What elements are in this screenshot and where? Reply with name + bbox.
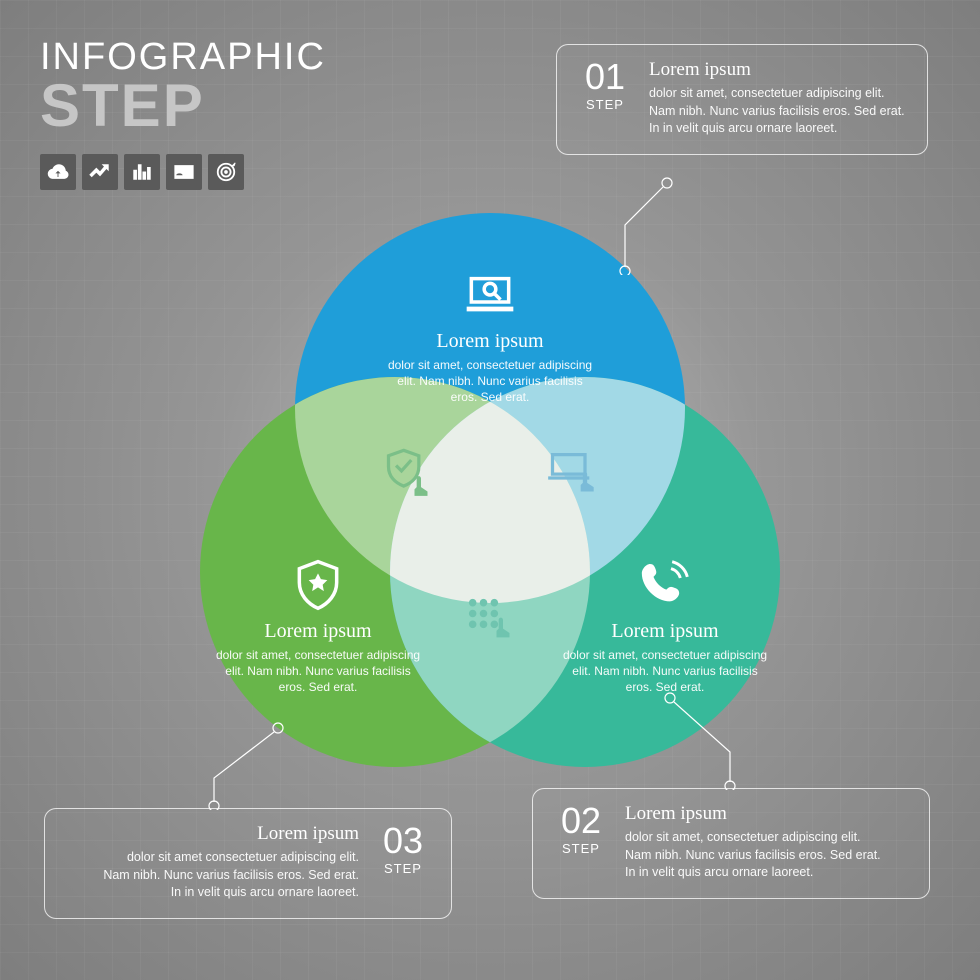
- header: INFOGRAPHIC STEP: [40, 36, 326, 190]
- callout-02-num-col: 02 STEP: [551, 803, 611, 882]
- callout-step-03: 03 STEP Lorem ipsum dolor sit amet conse…: [44, 808, 452, 919]
- callout-01-heading: Lorem ipsum: [649, 59, 909, 81]
- callout-02-number: 02: [551, 803, 611, 839]
- header-icon-row: [40, 154, 326, 190]
- callout-02-text: Lorem ipsum dolor sit amet, consectetuer…: [625, 803, 885, 882]
- callout-01-num-col: 01 STEP: [575, 59, 635, 138]
- growth-chart-icon: [82, 154, 118, 190]
- callout-03-number: 03: [373, 823, 433, 859]
- callout-01-number: 01: [575, 59, 635, 95]
- callout-02-step-word: STEP: [551, 841, 611, 856]
- callout-01-text: Lorem ipsum dolor sit amet, consectetuer…: [649, 59, 909, 138]
- callout-02-heading: Lorem ipsum: [625, 803, 885, 825]
- bar-chart-icon: [124, 154, 160, 190]
- callout-03-body: dolor sit amet consectetuer adipiscing e…: [99, 849, 359, 902]
- target-icon: [208, 154, 244, 190]
- callout-02-body: dolor sit amet, consectetuer adipiscing …: [625, 829, 885, 882]
- title-line2: STEP: [40, 71, 326, 140]
- callout-01-body: dolor sit amet, consectetuer adipiscing …: [649, 85, 909, 138]
- callout-03-text: Lorem ipsum dolor sit amet consectetuer …: [99, 823, 359, 902]
- callout-03-step-word: STEP: [373, 861, 433, 876]
- callout-03-num-col: 03 STEP: [373, 823, 433, 902]
- laptop-search-icon: [462, 267, 518, 323]
- keypad-touch-icon: [464, 594, 516, 646]
- shield-star-icon: [290, 557, 346, 613]
- shield-check-touch-icon: [382, 446, 434, 498]
- venn-diagram: Lorem ipsum dolor sit amet, consectetuer…: [180, 190, 800, 810]
- callout-step-02: 02 STEP Lorem ipsum dolor sit amet, cons…: [532, 788, 930, 899]
- callout-03-heading: Lorem ipsum: [99, 823, 359, 845]
- callout-01-step-word: STEP: [575, 97, 635, 112]
- id-card-icon: [166, 154, 202, 190]
- cloud-upload-icon: [40, 154, 76, 190]
- callout-step-01: 01 STEP Lorem ipsum dolor sit amet, cons…: [556, 44, 928, 155]
- phone-call-icon: [636, 557, 692, 613]
- laptop-touch-icon: [546, 446, 598, 498]
